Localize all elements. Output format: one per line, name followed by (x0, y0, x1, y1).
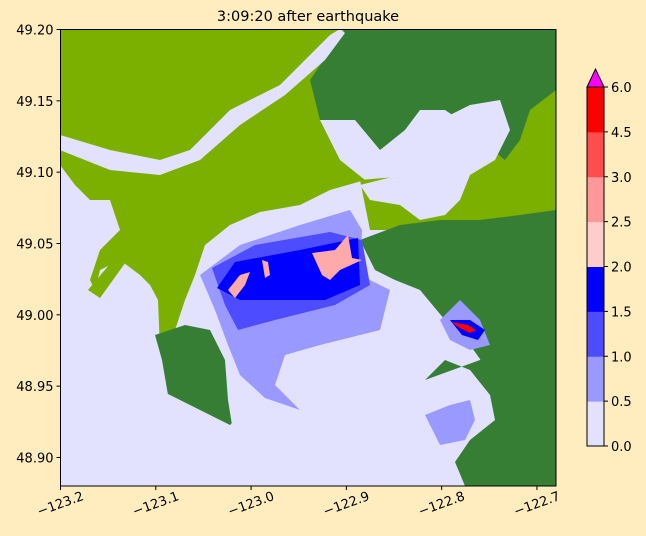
y-axis: 49.20 49.15 49.10 49.05 49.00 48.95 48.90 (16, 24, 61, 466)
colorbar-segment (587, 176, 604, 223)
amplitude-0.5-1.0-semiahmoo (425, 400, 475, 445)
colorbar: 0.0 0.5 1.0 1.5 2.0 2.5 3.0 4.5 6.0 (586, 67, 632, 455)
x-tick-label: −123.0 (226, 489, 276, 520)
x-tick-label: −122.7 (512, 489, 562, 520)
colorbar-segment (587, 266, 604, 312)
colorbar-tick-label: 1.5 (611, 305, 632, 320)
colorbar-extend-triangle (586, 67, 605, 88)
colorbar-segment (587, 311, 604, 357)
colorbar-tick-label: 2.5 (611, 216, 632, 231)
colorbar-tick-label: 1.0 (611, 350, 632, 365)
water-river (60, 29, 345, 175)
colorbar-segment (587, 221, 604, 267)
plot-title: 3:09:20 after earthquake (217, 9, 399, 25)
colorbar-tick-label: 4.5 (611, 126, 632, 141)
colorbar-segment (587, 87, 604, 133)
colorbar-tick-label: 3.0 (611, 171, 632, 186)
y-tick-label: 49.10 (16, 166, 53, 181)
x-tick-label: −122.9 (321, 489, 371, 520)
y-tick-label: 49.00 (16, 309, 53, 324)
amplitude-2.0-2.5-b (262, 260, 270, 278)
land-causeway (88, 240, 138, 298)
colorbar-tick-label: 0.5 (611, 395, 632, 410)
amplitude-2.0-2.5-c (312, 235, 362, 280)
x-axis: −123.2 −123.1 −123.0 −122.9 −122.8 −122.7 (36, 486, 562, 520)
colorbar-tick-label: 0.0 (611, 440, 632, 455)
axes-frame (60, 29, 557, 487)
amplitude-2.0-2.5-a (228, 272, 250, 298)
y-tick-label: 49.15 (16, 95, 53, 110)
y-tick-label: 48.90 (16, 451, 53, 466)
map-area (60, 29, 556, 486)
y-tick-label: 48.95 (16, 380, 53, 395)
land-white-rock-peninsula (425, 300, 556, 486)
colorbar-segment (587, 131, 604, 178)
colorbar-tick-label: 2.0 (611, 261, 632, 276)
x-tick-label: −123.2 (36, 489, 86, 520)
colorbar-tick-label: 6.0 (611, 81, 632, 96)
water-inlet (360, 100, 510, 220)
amplitude-4.5-6.0 (452, 322, 476, 333)
x-tick-label: −122.8 (417, 489, 467, 520)
y-tick-label: 49.20 (16, 24, 53, 39)
colorbar-segment (587, 401, 604, 447)
colorbar-segment (587, 356, 604, 402)
y-tick-label: 49.05 (16, 237, 53, 252)
land-fraser-delta (60, 29, 365, 355)
x-tick-label: −123.1 (131, 489, 181, 520)
